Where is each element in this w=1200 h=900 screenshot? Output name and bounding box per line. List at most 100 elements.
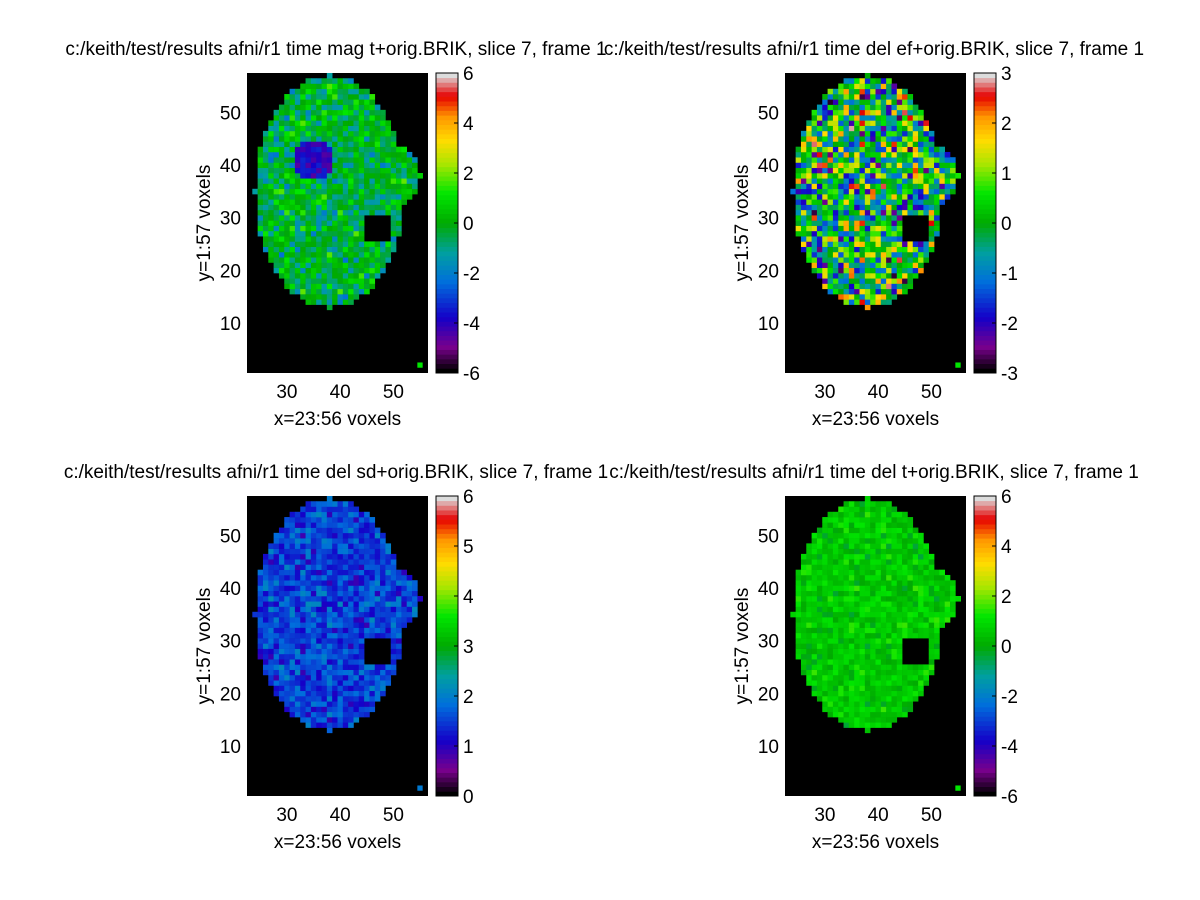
heatmap-cell [880, 230, 887, 237]
heatmap-cell [832, 590, 839, 597]
heatmap-cell [854, 136, 860, 142]
y-tick-label: 20 [220, 684, 241, 705]
heatmap-cell [886, 141, 892, 147]
heatmap-cell [342, 183, 349, 190]
colorbar-segment [974, 627, 996, 633]
heatmap-cell [268, 606, 274, 613]
heatmap-cell [380, 532, 386, 539]
heatmap-cell [864, 178, 871, 184]
heatmap-cell [337, 209, 344, 216]
colorbar-segment [436, 552, 458, 558]
heatmap-cell [848, 283, 855, 290]
heatmap-cell [321, 204, 328, 211]
heatmap-cell [332, 278, 338, 284]
heatmap-cell [262, 236, 269, 242]
colorbar-segment [436, 603, 458, 609]
heatmap-cell [870, 225, 876, 232]
heatmap-cell [864, 88, 871, 95]
heatmap-cell [332, 99, 338, 105]
heatmap-cell [401, 590, 407, 597]
heatmap-cell [326, 511, 333, 518]
heatmap-cell [300, 136, 306, 142]
heatmap-cell [880, 78, 887, 84]
heatmap-cell [875, 701, 882, 707]
heatmap-cell [364, 251, 370, 258]
heatmap-cell [923, 188, 930, 195]
heatmap-cell [364, 188, 370, 195]
heatmap-cell [380, 151, 386, 158]
heatmap-cell [854, 173, 860, 179]
heatmap-cell [923, 611, 930, 618]
heatmap-cell [902, 283, 908, 290]
heatmap-cell [854, 225, 860, 232]
heatmap-cell [880, 680, 887, 686]
colorbar-segment [974, 580, 996, 586]
heatmap-cell [380, 257, 386, 263]
heatmap-cell [332, 685, 338, 692]
colorbar-segment [974, 735, 996, 741]
heatmap-cell [811, 622, 818, 628]
heatmap-cell [342, 511, 349, 518]
colorbar-segment [436, 194, 458, 200]
heatmap-cell [300, 178, 306, 184]
heatmap-cell [800, 564, 807, 570]
heatmap-cell [848, 511, 855, 518]
heatmap-cell [353, 283, 360, 290]
heatmap-cell [822, 617, 828, 623]
heatmap-cell [289, 146, 296, 153]
heatmap-cell [875, 199, 882, 205]
heatmap-cell [859, 262, 866, 269]
heatmap-cell [880, 183, 887, 190]
heatmap-cell [321, 680, 328, 686]
heatmap-cell [907, 538, 914, 544]
heatmap-cell [891, 246, 898, 253]
colorbar-segment [436, 148, 458, 154]
heatmap-cell [886, 273, 892, 279]
heatmap-cell [880, 522, 887, 528]
heatmap-cell [886, 701, 892, 707]
heatmap-cell [854, 585, 860, 592]
heatmap-cell [886, 580, 892, 586]
heatmap-cell [310, 648, 317, 655]
heatmap-cell [896, 157, 903, 163]
colorbar-tick-label: -2 [1001, 314, 1018, 335]
colorbar-segment [974, 758, 996, 764]
y-tick-label: 30 [758, 209, 779, 230]
heatmap-cell [827, 517, 834, 523]
colorbar-segment [974, 730, 996, 736]
heatmap-cell [358, 162, 365, 169]
heatmap-cell [832, 220, 839, 226]
heatmap-cell [380, 680, 386, 686]
heatmap-cell [305, 527, 312, 534]
colorbar-segment [974, 368, 996, 374]
heatmap-cell [310, 209, 317, 216]
heatmap-cell [838, 167, 844, 174]
colorbar-segment [974, 260, 996, 266]
heatmap-cell [278, 141, 285, 147]
heatmap-cell [880, 83, 887, 90]
heatmap-cell [880, 643, 887, 649]
heatmap-cell [278, 151, 285, 158]
heatmap-cell [337, 167, 344, 174]
heatmap-cell [843, 548, 850, 555]
heatmap-cell [891, 543, 898, 549]
panel-title: c:/keith/test/results afni/r1 time del s… [64, 462, 608, 483]
y-axis-label: y=1:57 voxels [732, 588, 753, 705]
heatmap-cell [934, 183, 940, 190]
heatmap-cell [310, 162, 317, 169]
heatmap-cell [838, 659, 844, 665]
colorbar-segment [974, 288, 996, 294]
y-tick-label: 40 [758, 156, 779, 177]
heatmap-cell [864, 722, 871, 728]
heatmap-cell [864, 711, 871, 718]
heatmap-cell [832, 236, 839, 242]
heatmap-cell [848, 146, 855, 153]
heatmap-cell [273, 204, 280, 211]
heatmap-cell [321, 674, 328, 681]
heatmap-cell [401, 178, 407, 184]
heatmap-cell [870, 569, 876, 576]
heatmap-cell [326, 178, 333, 184]
heatmap-cell [848, 569, 855, 576]
heatmap-cell [907, 517, 914, 523]
heatmap-cell [289, 209, 296, 216]
